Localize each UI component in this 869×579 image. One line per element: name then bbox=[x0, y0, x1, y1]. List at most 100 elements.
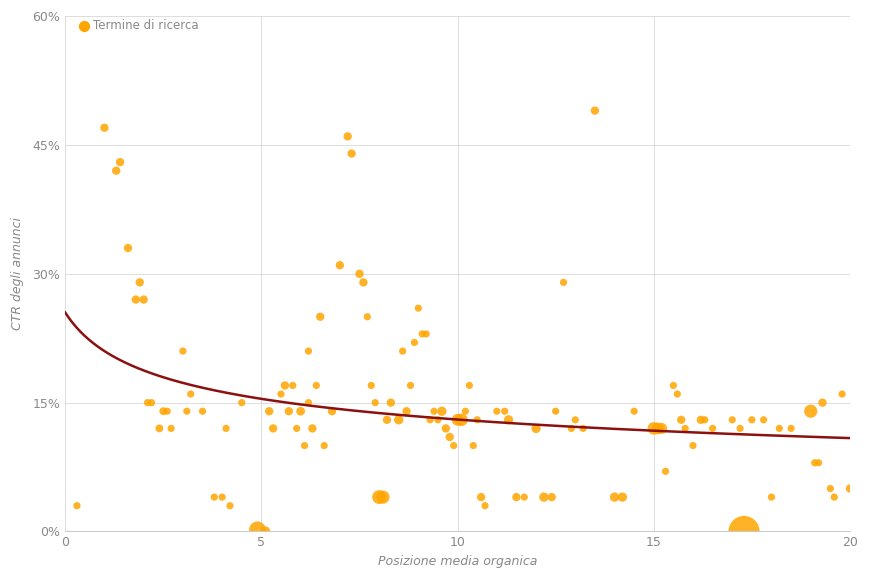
Point bbox=[647, 424, 660, 433]
Point bbox=[305, 424, 319, 433]
Point bbox=[129, 295, 143, 304]
Point bbox=[376, 493, 390, 502]
Point bbox=[121, 243, 135, 252]
Point bbox=[262, 406, 276, 416]
Point bbox=[415, 329, 429, 339]
Point bbox=[427, 406, 441, 416]
Point bbox=[368, 398, 382, 407]
Point bbox=[773, 424, 786, 433]
Point bbox=[470, 415, 484, 424]
Point bbox=[403, 381, 417, 390]
Point bbox=[815, 398, 829, 407]
Point bbox=[498, 406, 512, 416]
Point bbox=[141, 398, 155, 407]
Point bbox=[208, 493, 222, 502]
Point bbox=[667, 381, 680, 390]
Point bbox=[289, 424, 303, 433]
Point bbox=[380, 415, 394, 424]
Point bbox=[474, 493, 488, 502]
Point bbox=[529, 424, 543, 433]
Point bbox=[160, 406, 174, 416]
Point bbox=[651, 424, 665, 433]
Point bbox=[670, 390, 684, 399]
Point bbox=[156, 406, 170, 416]
Point bbox=[568, 415, 582, 424]
Point bbox=[556, 278, 570, 287]
Point bbox=[576, 424, 590, 433]
Point bbox=[372, 493, 386, 502]
Point bbox=[607, 493, 621, 502]
Point bbox=[509, 493, 523, 502]
Point bbox=[451, 415, 465, 424]
Point bbox=[196, 406, 209, 416]
Point bbox=[693, 415, 707, 424]
Point bbox=[286, 381, 300, 390]
Point bbox=[216, 493, 229, 502]
Point bbox=[223, 501, 237, 510]
Point bbox=[835, 390, 849, 399]
Y-axis label: CTR degli annunci: CTR degli annunci bbox=[11, 217, 24, 330]
X-axis label: Posizione media organica: Posizione media organica bbox=[378, 555, 537, 568]
Point bbox=[615, 493, 629, 502]
Point bbox=[827, 493, 841, 502]
Point bbox=[361, 312, 375, 321]
Point bbox=[235, 398, 249, 407]
Point bbox=[341, 132, 355, 141]
Point bbox=[97, 123, 111, 133]
Point bbox=[490, 406, 504, 416]
Point bbox=[392, 415, 406, 424]
Point bbox=[411, 303, 425, 313]
Point bbox=[654, 424, 668, 433]
Point bbox=[706, 424, 720, 433]
Point bbox=[843, 484, 857, 493]
Point bbox=[757, 415, 771, 424]
Point bbox=[545, 493, 559, 502]
Point bbox=[447, 441, 461, 450]
Point bbox=[443, 433, 457, 442]
Point bbox=[733, 424, 747, 433]
Point bbox=[176, 346, 189, 356]
Point bbox=[353, 269, 367, 278]
Point bbox=[395, 346, 409, 356]
Point bbox=[588, 106, 602, 115]
Point bbox=[297, 441, 311, 450]
Point bbox=[804, 406, 818, 416]
Point bbox=[423, 415, 437, 424]
Point bbox=[302, 346, 315, 356]
Point bbox=[302, 398, 315, 407]
Point bbox=[219, 424, 233, 433]
Point bbox=[686, 441, 700, 450]
Point bbox=[317, 441, 331, 450]
Point bbox=[627, 406, 641, 416]
Point bbox=[537, 493, 551, 502]
Point bbox=[431, 415, 445, 424]
Point bbox=[408, 338, 421, 347]
Legend: Termine di ricerca: Termine di ricerca bbox=[79, 17, 201, 35]
Point bbox=[164, 424, 178, 433]
Point bbox=[784, 424, 798, 433]
Point bbox=[419, 329, 433, 339]
Point bbox=[136, 295, 150, 304]
Point bbox=[678, 424, 692, 433]
Point bbox=[180, 406, 194, 416]
Point bbox=[765, 493, 779, 502]
Point bbox=[325, 406, 339, 416]
Point bbox=[467, 441, 481, 450]
Point bbox=[439, 424, 453, 433]
Point bbox=[109, 166, 123, 175]
Point bbox=[278, 381, 292, 390]
Point bbox=[144, 398, 158, 407]
Point bbox=[659, 467, 673, 476]
Point bbox=[462, 381, 476, 390]
Point bbox=[698, 415, 712, 424]
Point bbox=[258, 527, 272, 536]
Point bbox=[152, 424, 166, 433]
Point bbox=[824, 484, 838, 493]
Point bbox=[356, 278, 370, 287]
Point bbox=[384, 398, 398, 407]
Point bbox=[737, 527, 751, 536]
Point bbox=[807, 458, 821, 467]
Point bbox=[674, 415, 688, 424]
Point bbox=[113, 157, 127, 167]
Point bbox=[434, 406, 448, 416]
